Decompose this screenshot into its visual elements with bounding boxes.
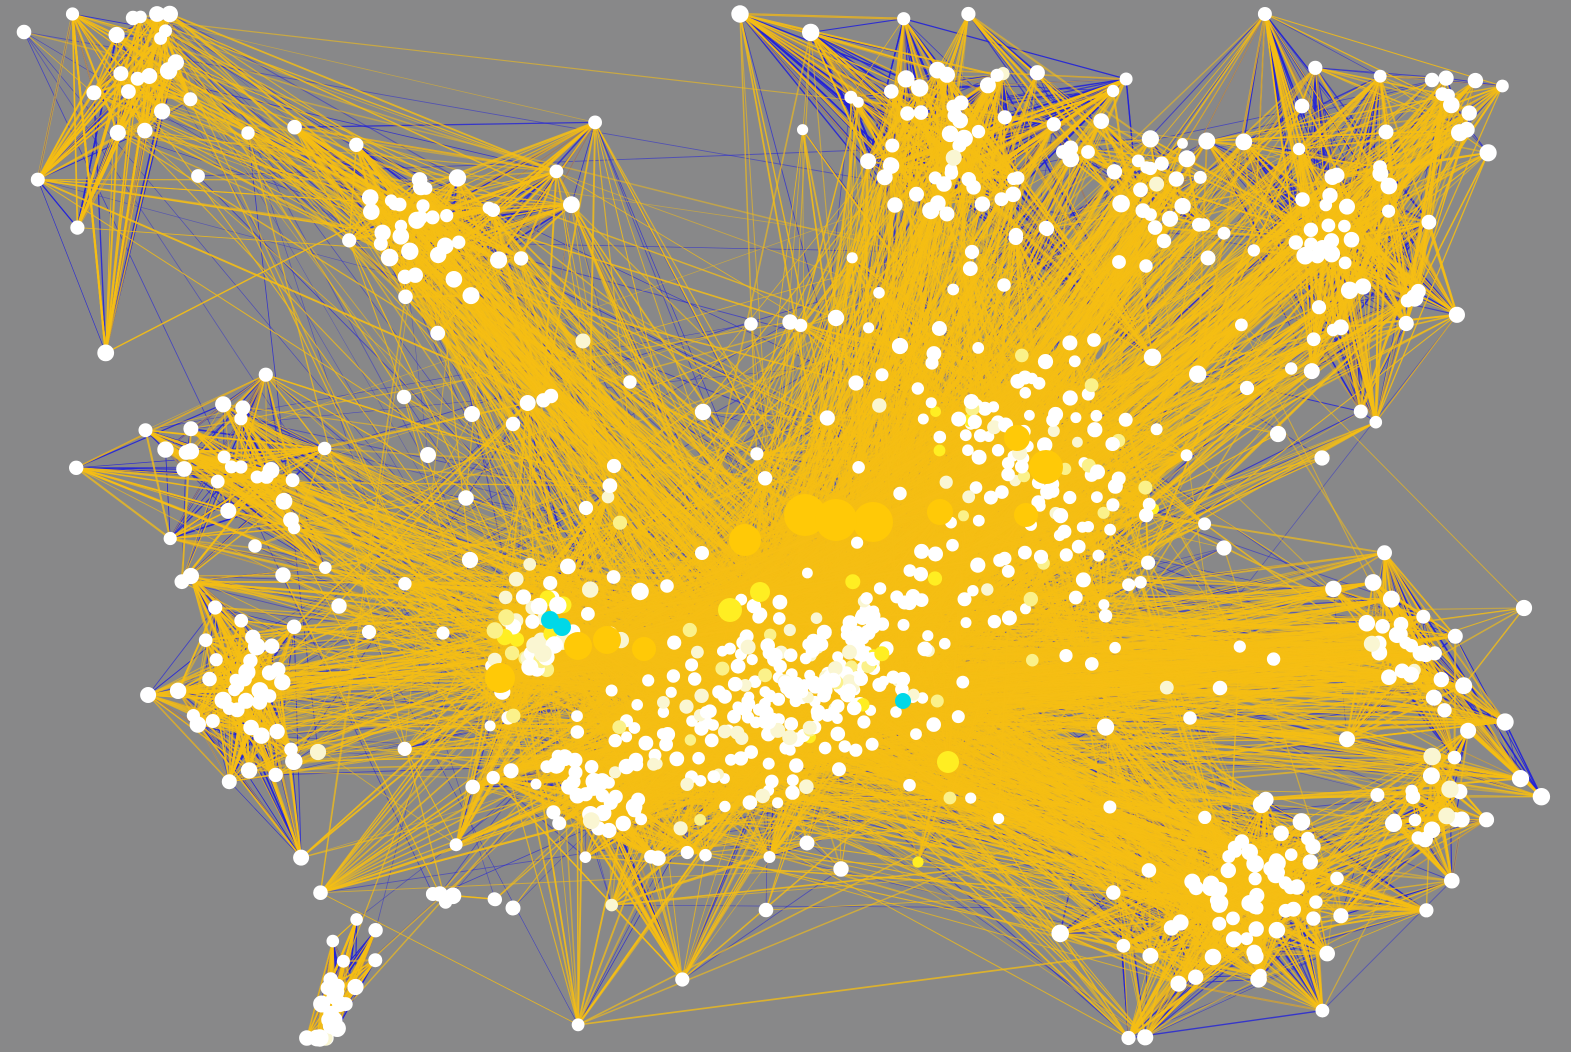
graph-edge <box>967 13 1072 160</box>
graph-edge <box>1264 13 1381 77</box>
graph-edge <box>72 13 166 32</box>
graph-edge <box>37 179 78 228</box>
graph-edge <box>169 481 218 539</box>
graph-edge <box>75 403 224 469</box>
graph-edge <box>903 18 1127 80</box>
graph-edge <box>222 404 225 458</box>
graph-edge <box>1128 1009 1323 1039</box>
graph-edge <box>1504 721 1543 798</box>
graph-edge <box>810 18 904 33</box>
graph-edge <box>571 122 596 205</box>
graph-edge <box>37 179 107 354</box>
